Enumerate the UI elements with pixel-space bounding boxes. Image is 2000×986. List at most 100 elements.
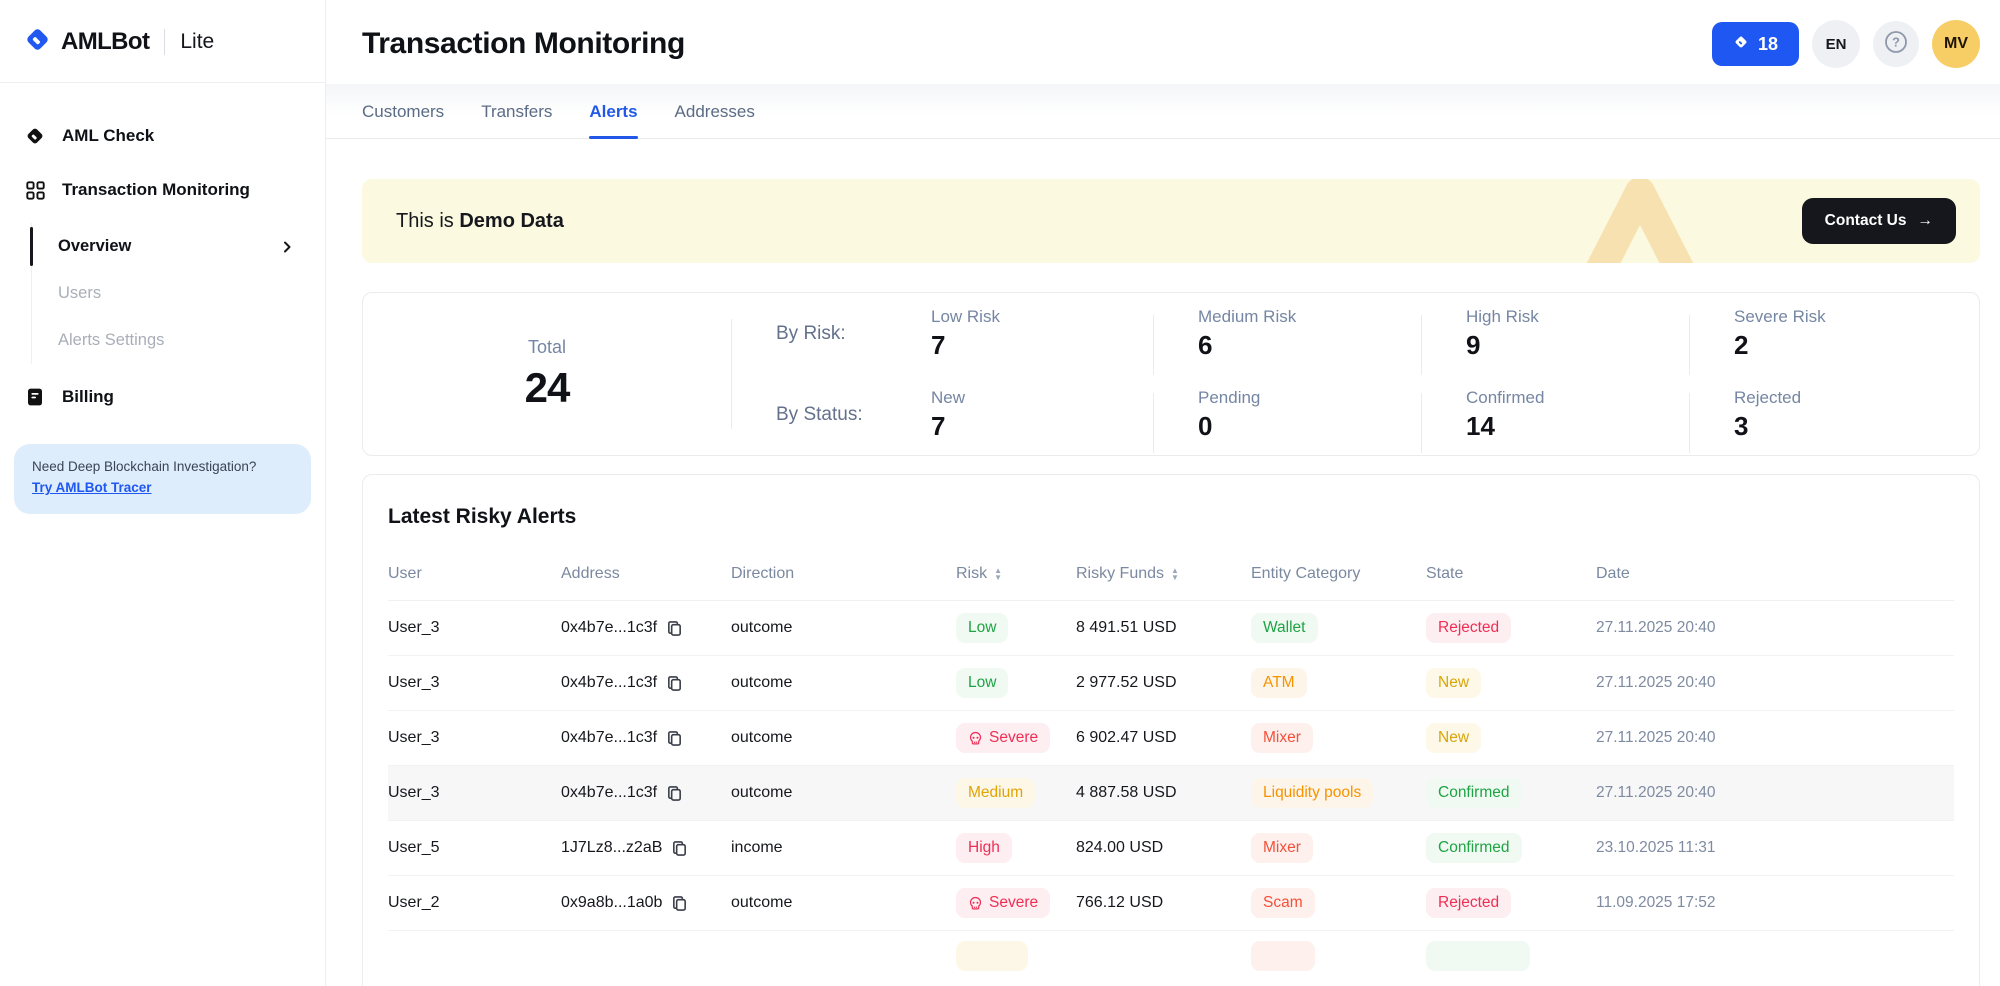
col-header-risk[interactable]: Risk ▲▼ (956, 565, 1076, 583)
state-badge: Confirmed (1426, 778, 1522, 808)
entity-badge: Mixer (1251, 723, 1313, 753)
copy-icon[interactable] (666, 785, 683, 802)
logo[interactable]: AMLBot Lite (0, 0, 325, 82)
help-button[interactable]: ? (1873, 21, 1919, 67)
state-badge: Confirmed (1426, 833, 1522, 863)
stat-low-risk: Low Risk 7 (901, 293, 1153, 374)
credits-count: 18 (1758, 34, 1778, 55)
cell-address: 0x4b7e...1c3f (561, 784, 731, 802)
copy-icon[interactable] (666, 730, 683, 747)
latest-risky-alerts-card: Latest Risky Alerts User Address Directi… (362, 474, 1980, 986)
table-row[interactable]: User_3 0x4b7e...1c3f outcome Severe 6 90… (388, 711, 1954, 766)
cell-direction: outcome (731, 674, 956, 692)
risk-badge: High (956, 833, 1012, 863)
stats-divider (1153, 393, 1154, 453)
tab-addresses[interactable]: Addresses (675, 84, 755, 138)
table-row[interactable]: User_3 0x4b7e...1c3f outcome Low 2 977.5… (388, 656, 1954, 711)
cell-state: Rejected (1426, 613, 1596, 643)
cell-date: 27.11.2025 20:40 (1596, 729, 1954, 747)
col-header-label: Risk (956, 565, 987, 583)
stats-divider (1421, 315, 1422, 375)
col-header-user: User (388, 565, 561, 583)
sidebar-item-billing[interactable]: Billing (0, 370, 325, 424)
stats-grid: Total 24 By Risk: Low Risk 7 Medium Risk… (363, 293, 1979, 455)
amlbot-watermark-icon (1578, 179, 1702, 263)
header-controls: 18 EN ? MV (1712, 20, 1980, 68)
language-button[interactable]: EN (1812, 20, 1860, 68)
sidebar-item-transaction-monitoring[interactable]: Transaction Monitoring (0, 163, 325, 217)
copy-icon[interactable] (666, 620, 683, 637)
table-row[interactable]: User_3 0x4b7e...1c3f outcome Medium 4 88… (388, 766, 1954, 821)
svg-text:?: ? (1892, 35, 1900, 50)
sidebar-item-users[interactable]: Users (32, 270, 325, 317)
stats-divider (731, 319, 732, 429)
sidebar-item-alerts-settings[interactable]: Alerts Settings (32, 317, 325, 364)
sidebar-item-label: Billing (62, 387, 114, 407)
contact-us-button[interactable]: Contact Us → (1802, 198, 1956, 244)
stat-label: Rejected (1734, 388, 1979, 408)
cell-risk: High (956, 833, 1076, 863)
state-badge: New (1426, 723, 1481, 753)
cell-direction: outcome (731, 784, 956, 802)
state-badge (1426, 941, 1530, 971)
stat-label: High Risk (1466, 307, 1689, 327)
col-header-risky-funds[interactable]: Risky Funds ▲▼ (1076, 565, 1251, 583)
col-header-date: Date (1596, 565, 1954, 583)
tab-transfers[interactable]: Transfers (481, 84, 552, 138)
entity-badge: Liquidity pools (1251, 778, 1373, 808)
sidebar-item-aml-check[interactable]: AML Check (0, 109, 325, 163)
stat-value: 6 (1198, 330, 1421, 361)
table-row[interactable]: User_5 1J7Lz8...z2aB income High 824.00 … (388, 821, 1954, 876)
cell-direction: outcome (731, 894, 956, 912)
stat-rejected: Rejected 3 (1689, 374, 1979, 455)
tab-alerts[interactable]: Alerts (589, 84, 637, 138)
stat-value: 14 (1466, 411, 1689, 442)
cell-date: 27.11.2025 20:40 (1596, 674, 1954, 692)
cell-risky-funds: 6 902.47 USD (1076, 729, 1251, 747)
cell-entity-category: Scam (1251, 888, 1426, 918)
cell-state: Confirmed (1426, 778, 1596, 808)
cell-direction: income (731, 839, 956, 857)
stat-medium-risk: Medium Risk 6 (1153, 293, 1421, 374)
cell-state: Confirmed (1426, 833, 1596, 863)
tracer-promo-link[interactable]: Try AMLBot Tracer (32, 480, 152, 495)
cell-risky-funds: 4 887.58 USD (1076, 784, 1251, 802)
cell-entity-category: ATM (1251, 668, 1426, 698)
risk-label: Low (968, 619, 996, 637)
copy-icon[interactable] (671, 840, 688, 857)
cell-address: 1J7Lz8...z2aB (561, 839, 731, 857)
risk-label: Low (968, 674, 996, 692)
sidebar-item-label: Overview (58, 237, 131, 256)
tab-customers[interactable]: Customers (362, 84, 444, 138)
sort-icon: ▲▼ (1171, 567, 1179, 581)
col-header-direction: Direction (731, 565, 956, 583)
grid-icon (24, 179, 46, 201)
stat-value: 24 (525, 364, 570, 412)
demo-data-banner: This is Demo Data Contact Us → (362, 179, 1980, 263)
table-row[interactable] (388, 931, 1954, 986)
cell-entity-category: Mixer (1251, 723, 1426, 753)
copy-icon[interactable] (671, 895, 688, 912)
table-row[interactable]: User_2 0x9a8b...1a0b outcome Severe 766.… (388, 876, 1954, 931)
cell-user: User_3 (388, 619, 561, 637)
cell-state: New (1426, 723, 1596, 753)
cell-date: 11.09.2025 17:52 (1596, 894, 1954, 912)
contact-us-label: Contact Us (1825, 212, 1907, 230)
copy-icon[interactable] (666, 675, 683, 692)
banner-text-bold: Demo Data (459, 210, 563, 232)
cell-risky-funds: 824.00 USD (1076, 839, 1251, 857)
credits-button[interactable]: 18 (1712, 22, 1799, 66)
sidebar-item-overview[interactable]: Overview (32, 223, 325, 270)
col-header-entity-category: Entity Category (1251, 565, 1426, 583)
brand-variant: Lite (180, 30, 214, 54)
avatar[interactable]: MV (1932, 20, 1980, 68)
stat-value: 3 (1734, 411, 1979, 442)
cell-direction: outcome (731, 729, 956, 747)
stat-pending: Pending 0 (1153, 374, 1421, 455)
entity-badge: Scam (1251, 888, 1315, 918)
state-badge: New (1426, 668, 1481, 698)
risk-badge: Severe (956, 888, 1050, 918)
stat-value: 2 (1734, 330, 1979, 361)
table-row[interactable]: User_3 0x4b7e...1c3f outcome Low 8 491.5… (388, 601, 1954, 656)
cell-date: 27.11.2025 20:40 (1596, 619, 1954, 637)
